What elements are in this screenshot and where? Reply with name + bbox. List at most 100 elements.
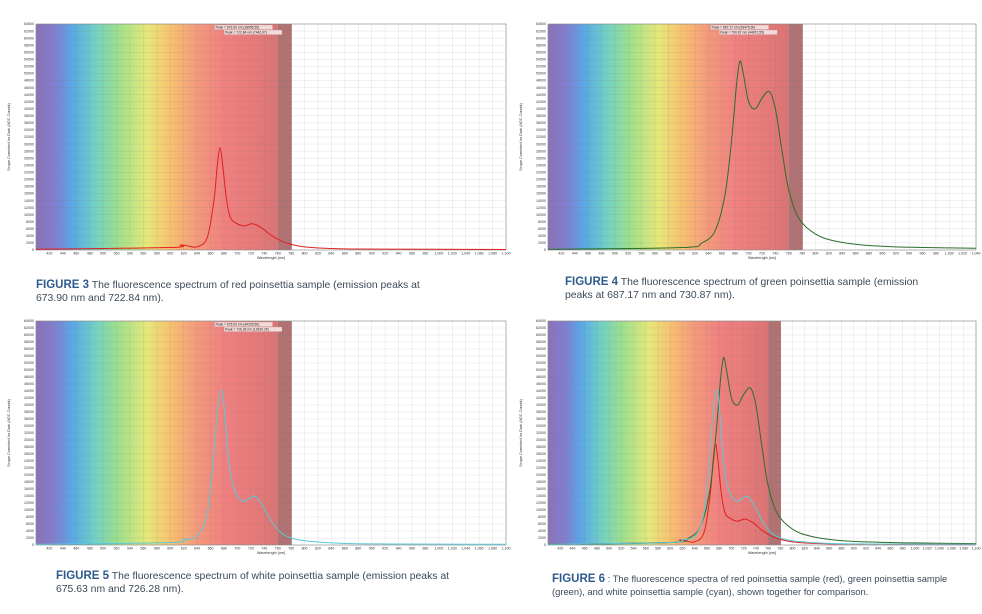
x-tick-label: 480 [87,252,93,256]
x-tick-label: 500 [100,547,106,551]
x-tick-label: 580 [154,547,160,551]
x-tick-label: 880 [355,547,361,551]
y-tick-label: 10000 [24,213,34,217]
y-tick-label: 40000 [24,403,34,407]
x-tick-label: 980 [900,547,906,551]
x-tick-label: 520 [114,252,120,256]
x-tick-label: 1,020 [923,547,932,551]
y-tick-label: 52000 [24,65,34,69]
y-tick-label: 38000 [536,410,546,414]
x-tick-label: 660 [704,547,710,551]
peak-label: Peak = 687.17 nm (53475.60) [710,24,769,30]
y-tick-label: 10000 [536,213,546,217]
y-tick-label: 62000 [24,326,34,330]
x-tick-label: 420 [558,252,564,256]
x-tick-label: 600 [679,252,685,256]
y-tick-label: 24000 [24,163,34,167]
x-tick-label: 940 [906,252,912,256]
y-tick-label: 34000 [536,128,546,132]
x-tick-label: 860 [342,547,348,551]
y-tick-label: 24000 [24,459,34,463]
plot-frame [547,23,977,251]
y-tick-label: 14000 [536,199,546,203]
x-tick-label: 720 [759,252,765,256]
y-tick-label: 52000 [536,65,546,69]
x-tick-label: 480 [87,547,93,551]
x-tick-label: 980 [422,547,428,551]
x-tick-label: 580 [154,252,160,256]
y-tick-label: 12000 [24,501,34,505]
x-tick-label: 460 [73,252,79,256]
x-tick-label: 860 [342,252,348,256]
x-tick-label: 740 [753,547,759,551]
x-tick-label: 680 [716,547,722,551]
spectrum-band [548,24,789,250]
y-tick-label: 58000 [536,340,546,344]
x-tick-label: 1,060 [475,547,484,551]
x-tick-label: 920 [863,547,869,551]
x-tick-label: 640 [692,547,698,551]
y-tick-label: 40000 [536,107,546,111]
y-tick-label: 36000 [24,417,34,421]
x-tick-label: 1,000 [434,547,443,551]
x-tick-label: 900 [879,252,885,256]
y-tick-label: 8000 [26,220,34,224]
y-tick-label: 52000 [24,361,34,365]
x-tick-label: 640 [706,252,712,256]
y-tick-label: 42000 [24,396,34,400]
x-tick-label: 420 [557,547,563,551]
y-tick-label: 14000 [24,494,34,498]
x-tick-label: 540 [127,547,133,551]
y-tick-label: 22000 [24,466,34,470]
x-axis-title: Wavelength [nm] [257,256,285,260]
y-tick-label: 22000 [536,171,546,175]
y-tick-label: 28000 [536,149,546,153]
x-tick-label: 700 [746,252,752,256]
y-tick-label: 40000 [24,107,34,111]
y-tick-label: 64000 [24,22,34,26]
plot-frame [35,320,507,546]
x-tick-label: 540 [127,252,133,256]
figure-label: FIGURE 5 [56,570,110,582]
y-axis-title: Scope Corrected for Dark (ADC Counts) [7,102,11,170]
x-tick-label: 520 [618,547,624,551]
figure-label: FIGURE 3 [36,279,90,291]
x-tick-label: 1,060 [947,547,956,551]
y-tick-label: 48000 [536,375,546,379]
y-tick-label: 44000 [24,389,34,393]
y-tick-label: 16000 [24,192,34,196]
chart-panel-fig4: 0 2000 4000 6000 8000 10000 12000 14000 16000 180… [512,20,982,262]
chart-panel-fig3: 0 2000 4000 6000 8000 10000 12000 14000 16000 180… [0,20,512,262]
x-tick-label: 840 [328,547,334,551]
y-tick-label: 44000 [536,389,546,393]
x-tick-label: 800 [302,252,308,256]
x-tick-labels: 420 440 460 480 500 520 540 560 580 600 620 640 660 6… [558,252,980,256]
x-tick-label: 660 [208,547,214,551]
x-tick-labels: 420 440 460 480 500 520 540 560 580 600 620 640 660 6… [46,547,510,551]
y-tick-labels: 0 2000 4000 6000 8000 10000 12000 14000 16000 180… [24,319,34,547]
x-tick-label: 880 [355,252,361,256]
caption-fig3: FIGURE 3 The fluorescence spectrum of re… [36,279,436,305]
caption-fig4: FIGURE 4 The fluorescence spectrum of gr… [565,276,925,302]
y-tick-label: 32000 [24,431,34,435]
y-tick-label: 36000 [24,121,34,125]
x-tick-label: 580 [665,252,671,256]
x-tick-label: 780 [288,252,294,256]
y-tick-label: 2000 [538,536,546,540]
series-line-white-poinsettia [35,389,507,545]
x-tick-label: 560 [140,252,146,256]
x-tick-label: 840 [328,252,334,256]
series-line-red-poinsettia [547,443,977,545]
x-tick-label: 960 [887,547,893,551]
y-axis-title: Scope Corrected for Dark (ADC Counts) [519,102,523,170]
y-tick-label: 34000 [536,424,546,428]
x-tick-label: 720 [248,252,254,256]
figure-label: FIGURE 4 [565,276,619,288]
y-tick-label: 60000 [24,333,34,337]
y-tick-label: 64000 [536,22,546,26]
x-tick-label: 720 [248,547,254,551]
y-tick-label: 42000 [24,100,34,104]
x-tick-label: 920 [382,547,388,551]
y-tick-label: 60000 [536,36,546,40]
y-tick-label: 2000 [538,241,546,245]
